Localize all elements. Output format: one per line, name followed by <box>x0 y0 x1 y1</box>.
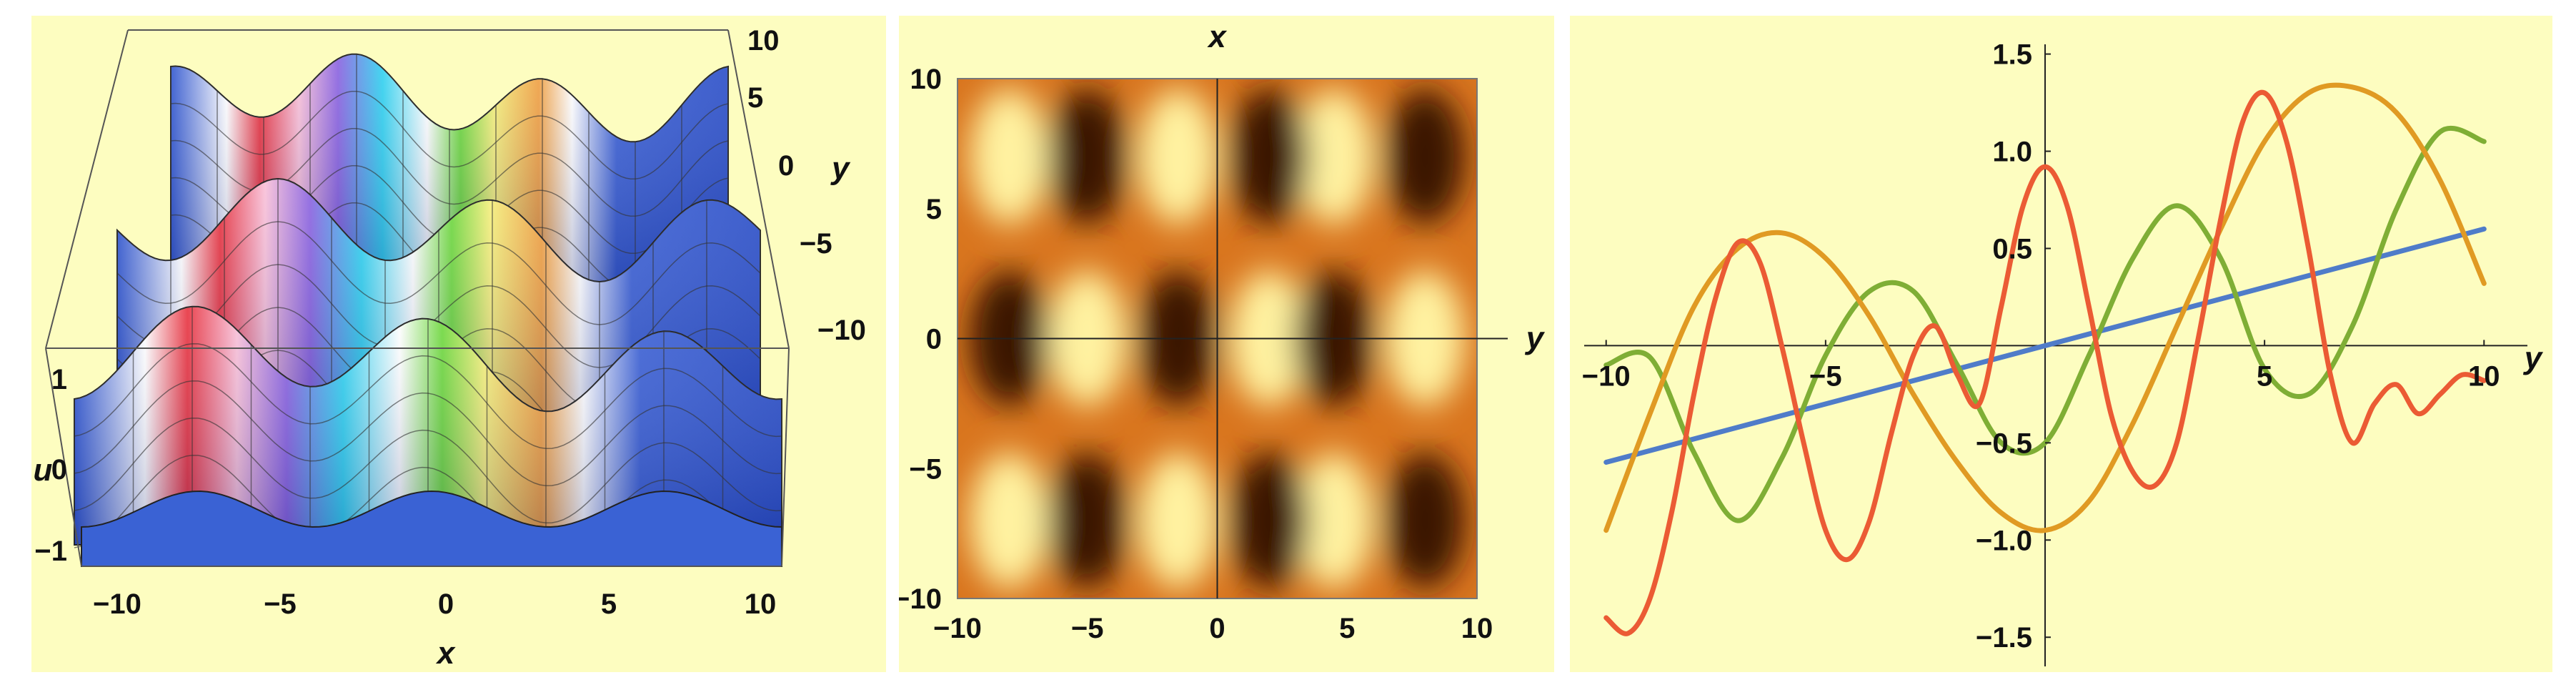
z-tick-label: −1 <box>34 536 67 567</box>
x-tick-label: 10 <box>2468 360 2500 392</box>
density-dark-spot <box>1386 89 1465 225</box>
x-tick-label: 5 <box>1339 613 1355 644</box>
box-edge <box>727 29 790 349</box>
x-tick-label: −10 <box>93 588 141 620</box>
y-tick-label: 5 <box>747 82 763 114</box>
density-light-spot <box>1138 452 1218 588</box>
x-tick-label: −5 <box>264 588 297 620</box>
x-axis-label: x <box>436 636 456 671</box>
series-line-blue <box>1603 226 2487 465</box>
z-tick-label: 0 <box>51 454 67 485</box>
y-tick-label: −10 <box>817 315 866 346</box>
box-edge <box>781 348 790 567</box>
density-light-spot <box>1295 89 1374 225</box>
x-tick-label: 5 <box>601 588 617 620</box>
y-tick-label: −5 <box>909 453 942 485</box>
right-axis-label: y <box>1525 321 1546 356</box>
series-line-green <box>1603 125 2487 523</box>
density-plot: −10 −5 0 5 10 10 5 0 −5 −10 x y <box>893 19 1546 644</box>
y-tick-label: 10 <box>910 64 943 95</box>
surface-front <box>81 490 782 567</box>
box-edge <box>45 348 82 567</box>
density-dark-spot <box>1230 452 1309 588</box>
line-plot-panel: −10 −5 5 10 1.5 1.0 0.5 −0.5 −1.0 −1.5 y <box>1570 16 2552 672</box>
top-axis-label: x <box>1207 19 1227 54</box>
x-tick-label: 0 <box>1209 613 1225 644</box>
x-tick-label: −5 <box>1071 613 1104 644</box>
density-light-spot <box>970 452 1049 588</box>
x-tick-label: 5 <box>2257 360 2272 392</box>
x-tick-label: −5 <box>1809 360 1842 392</box>
density-light-spot <box>1138 89 1218 225</box>
x-tick-label: −10 <box>933 613 982 644</box>
series-line-orange <box>1603 82 2487 533</box>
y-tick-label: −1.0 <box>1976 525 2032 556</box>
x-tick-label: 10 <box>745 588 777 620</box>
y-tick-label: −0.5 <box>1976 428 2032 459</box>
y-tick-label: 1.0 <box>1992 137 2032 168</box>
density-plot-panel: −10 −5 0 5 10 10 5 0 −5 −10 x y <box>893 16 1554 672</box>
y-tick-label: −1.5 <box>1976 622 2032 654</box>
density-dark-spot <box>1386 452 1465 588</box>
density-dark-spot <box>1048 452 1127 588</box>
x-tick-label: 0 <box>438 588 454 620</box>
y-tick-label: 0 <box>778 150 794 182</box>
density-dark-spot <box>1048 89 1127 225</box>
y-tick-label: 0 <box>926 324 942 355</box>
x-tick-label: 10 <box>1461 613 1493 644</box>
y-tick-label: 1.5 <box>1992 39 2032 71</box>
line-plot: −10 −5 5 10 1.5 1.0 0.5 −0.5 −1.0 −1.5 y <box>1582 39 2544 666</box>
y-axis-label: y <box>830 151 851 186</box>
z-tick-label: 1 <box>51 364 67 395</box>
density-light-spot <box>970 89 1049 225</box>
x-axis-label: y <box>2523 340 2544 375</box>
y-tick-label: 0.5 <box>1992 233 2032 265</box>
surface-plot-panel: −10 −5 0 5 10 x 10 5 0 −5 −10 y 1 0 −1 u <box>31 16 886 672</box>
density-dark-spot <box>1230 89 1309 225</box>
z-axis-label: u <box>34 453 53 488</box>
x-tick-label: −10 <box>1582 360 1631 392</box>
y-tick-label: −5 <box>800 228 832 260</box>
series-line-red <box>1603 89 2487 636</box>
density-light-spot <box>1295 452 1374 588</box>
y-tick-label: 10 <box>747 25 780 56</box>
y-tick-label: −10 <box>899 583 942 615</box>
box-edge <box>45 29 129 349</box>
y-tick-label: 5 <box>926 194 942 225</box>
